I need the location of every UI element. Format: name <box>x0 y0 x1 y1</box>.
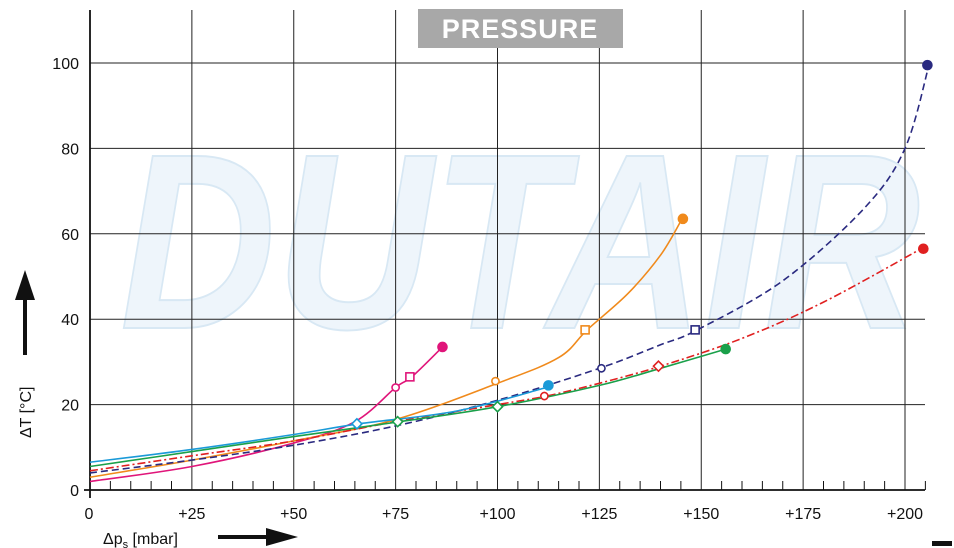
series-3-marker-1 <box>597 363 606 373</box>
y-axis-title: ΔT [°C] <box>18 387 35 438</box>
markers-layer <box>350 59 933 430</box>
y-tick-label: 40 <box>61 312 79 329</box>
x-axis-title: Δps [mbar] <box>103 531 178 548</box>
x-tick-label: +75 <box>382 506 409 523</box>
series-line-3 <box>89 62 931 474</box>
series-5-marker-1 <box>391 415 404 428</box>
x-axis-title-unit: [mbar] <box>128 531 178 548</box>
y-tick-label: 100 <box>52 56 79 73</box>
series-line-5 <box>89 348 726 468</box>
x-axis-arrow-head <box>266 528 298 546</box>
series-4-marker-1 <box>539 391 549 401</box>
y-tick-label: 20 <box>61 398 79 415</box>
series-3-marker-3 <box>922 59 933 71</box>
x-tick-label: +125 <box>581 506 617 523</box>
series-6-marker-1 <box>350 417 364 430</box>
x-tick-label: +100 <box>479 506 515 523</box>
y-tick-label: 0 <box>70 483 79 500</box>
series-2-marker-3 <box>677 213 689 225</box>
x-tick-label: 0 <box>85 506 94 523</box>
y-tick-label: 60 <box>61 227 79 244</box>
x-tick-label: +200 <box>887 506 923 523</box>
series-line-4 <box>89 247 922 472</box>
series-line-6 <box>89 386 547 463</box>
series-4-marker-2 <box>652 360 665 373</box>
axes <box>84 10 926 498</box>
x-axis-title-main: Δp <box>103 531 123 548</box>
series-1-marker-1 <box>391 383 401 392</box>
series-2-marker-1 <box>491 376 500 386</box>
y-axis-arrow-head <box>15 270 35 300</box>
x-tick-label: +50 <box>280 506 307 523</box>
series-2-marker-2 <box>580 325 590 335</box>
x-tick-label: +25 <box>178 506 205 523</box>
series-5-marker-3 <box>720 343 732 355</box>
title-box <box>418 9 623 48</box>
series-5-marker-2 <box>491 400 504 413</box>
tick-labels: 0 +25 +50 +75 +100 +125 +150 +175 +200 0 20 40 60 80 1… <box>52 56 923 523</box>
series-4-marker-3 <box>918 243 929 255</box>
watermark-text: DUTAIR <box>120 102 920 381</box>
x-tick-label: +175 <box>785 506 821 523</box>
series-1-marker-3 <box>437 341 448 353</box>
x-axis-title-sub: s <box>123 539 129 548</box>
y-tick-label: 80 <box>61 141 79 158</box>
corner-mark <box>932 541 952 546</box>
series-3-marker-2 <box>690 325 700 335</box>
chart-title: PRESSURE <box>442 14 599 44</box>
x-tick-label: +150 <box>683 506 719 523</box>
series-1-marker-2 <box>405 372 415 382</box>
series-6-marker-2 <box>543 380 554 391</box>
